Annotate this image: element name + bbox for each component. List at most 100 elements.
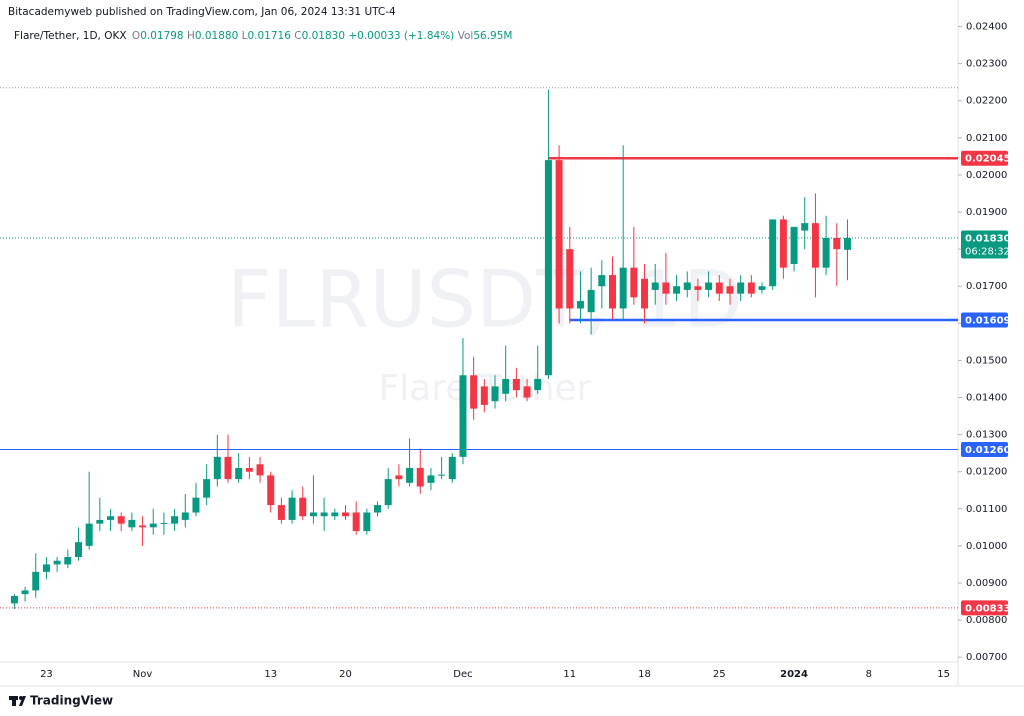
candle-body xyxy=(256,464,264,476)
countdown: 06:28:32 xyxy=(965,246,1010,257)
candle-body xyxy=(224,456,232,480)
candle-body xyxy=(117,516,125,524)
x-tick-label: 20 xyxy=(339,669,352,680)
x-tick-label: 2024 xyxy=(780,669,808,680)
candle-body xyxy=(395,475,403,480)
watermark-ticker: FLRUSDT, 1D xyxy=(227,255,743,345)
candle-body xyxy=(598,275,606,287)
volume: 56.95M xyxy=(473,30,512,42)
candle-body xyxy=(53,560,61,565)
price-label: 0.01609 xyxy=(965,315,1011,326)
ohlc-value: 0.01830 xyxy=(302,30,345,42)
candle-body xyxy=(534,378,542,391)
candle-body xyxy=(85,523,93,546)
candle-body xyxy=(21,590,29,595)
price-label: 0.01260 xyxy=(965,445,1011,456)
candle-body xyxy=(406,467,414,483)
price-label-bg xyxy=(961,600,1008,616)
ohlc-key: C xyxy=(294,30,301,42)
candle-body xyxy=(566,249,574,309)
price-label-bg xyxy=(961,441,1008,457)
y-tick-label: 0.01300 xyxy=(966,430,1007,441)
candle-body xyxy=(651,282,659,290)
candle-body xyxy=(576,301,584,309)
candle-body xyxy=(619,267,627,309)
candle-body xyxy=(843,237,851,250)
publisher: Bitacademyweb published on TradingView.c… xyxy=(8,6,396,18)
y-tick-label: 0.01400 xyxy=(966,393,1007,404)
y-tick-label: 0.02300 xyxy=(966,59,1007,70)
candle-body xyxy=(811,223,819,268)
candle-body xyxy=(213,456,221,480)
price-label: 0.01830 xyxy=(965,233,1011,244)
x-tick-label: 8 xyxy=(866,669,872,680)
candle-body xyxy=(544,160,552,376)
candle-body xyxy=(245,467,253,472)
candle-body xyxy=(331,512,339,517)
ohlc-value: 0.01798 xyxy=(140,30,183,42)
candle-body xyxy=(10,595,18,604)
ohlc-key: L xyxy=(242,30,248,42)
candle-body xyxy=(192,497,200,513)
candle-body xyxy=(181,512,189,520)
candle-body xyxy=(502,378,510,394)
y-tick-label: 0.02000 xyxy=(966,170,1007,181)
candle-body xyxy=(737,282,745,294)
candle-body xyxy=(694,286,702,290)
candle-body xyxy=(288,497,296,520)
candle-body xyxy=(363,512,371,532)
candle-body xyxy=(320,512,328,517)
ohlc-key: O xyxy=(132,30,140,42)
y-tick-label: 0.02100 xyxy=(966,133,1007,144)
candle-body xyxy=(747,282,755,294)
candle-body xyxy=(128,519,136,528)
candle-body xyxy=(341,512,349,517)
candle-body xyxy=(491,386,499,402)
candle-body xyxy=(171,516,179,524)
candle-body xyxy=(608,275,616,309)
candle-body xyxy=(587,289,595,313)
candle-body xyxy=(801,223,809,231)
price-label-bg xyxy=(961,312,1008,328)
x-tick-label: 15 xyxy=(937,669,950,680)
candle-body xyxy=(309,512,317,517)
candle-body xyxy=(96,519,104,524)
x-tick-label: 25 xyxy=(713,669,726,680)
x-tick-label: 23 xyxy=(40,669,53,680)
y-tick-label: 0.02200 xyxy=(966,96,1007,107)
candle-body xyxy=(630,267,638,298)
brand-logo xyxy=(9,696,26,706)
candle-body xyxy=(641,278,649,309)
candle-body xyxy=(160,522,168,524)
legend: Flare/Tether, 1D, OKX O0.01798 H0.01880 … xyxy=(14,30,512,42)
candle-body xyxy=(74,542,82,558)
volume-key: Vol xyxy=(458,30,474,42)
candle-body xyxy=(299,497,307,517)
x-tick-label: Nov xyxy=(133,669,153,680)
candle-body xyxy=(769,219,777,287)
candle-body xyxy=(267,475,275,506)
candle-body xyxy=(42,564,50,572)
candle-body xyxy=(64,557,72,565)
candle-body xyxy=(480,386,488,405)
candle-body xyxy=(523,386,531,398)
price-label-bg xyxy=(961,230,1008,259)
y-tick-label: 0.01000 xyxy=(966,541,1007,552)
candle-body xyxy=(139,525,147,528)
y-tick-label: 0.02400 xyxy=(966,22,1007,33)
ohlc-value: 0.01880 xyxy=(195,30,238,42)
y-tick-label: 0.01500 xyxy=(966,355,1007,366)
price-label: 0.00833 xyxy=(965,603,1011,614)
candle-body xyxy=(790,226,798,264)
x-tick-label: Dec xyxy=(453,669,472,680)
y-tick-label: 0.01700 xyxy=(966,281,1007,292)
candle-body xyxy=(438,474,446,476)
y-tick-label: 0.00800 xyxy=(966,615,1007,626)
candle-body xyxy=(683,282,691,290)
candle-body xyxy=(779,219,787,268)
candle-body xyxy=(448,456,456,480)
candle-body xyxy=(470,375,478,409)
candle-body xyxy=(459,375,467,457)
